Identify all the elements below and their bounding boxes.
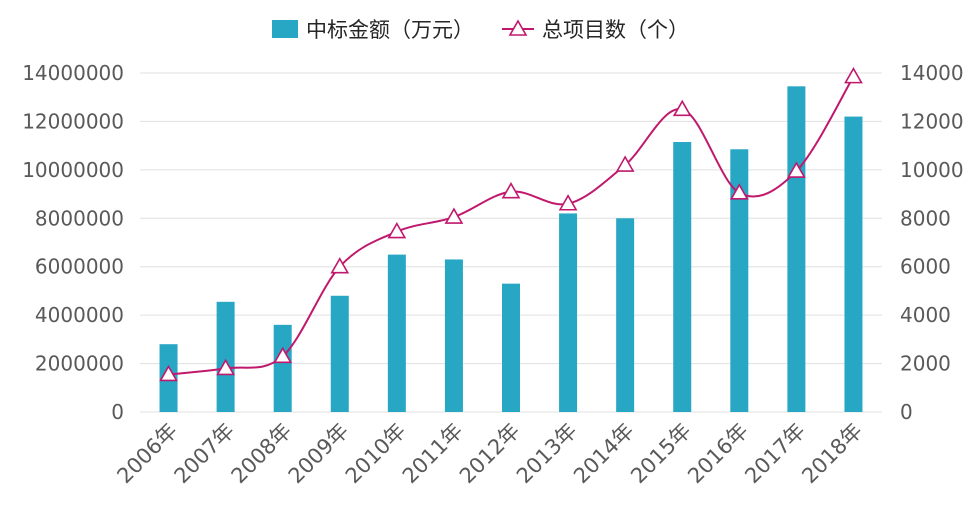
- left-tick-label: 2000000: [35, 352, 124, 376]
- left-tick-label: 4000000: [35, 303, 124, 327]
- line-marker: [787, 161, 806, 178]
- left-axis: 0 2000000 4000000 6000000 8000000 10000000 120…: [22, 61, 124, 424]
- left-tick-label: 6000000: [35, 255, 124, 279]
- bar: [730, 149, 749, 412]
- legend-bar-swatch: [272, 20, 298, 38]
- line-marker: [444, 207, 464, 224]
- right-tick-label: 0: [900, 400, 913, 424]
- right-tick-label: 2000: [900, 352, 951, 376]
- bar: [673, 142, 692, 412]
- x-tick-label: 2015年: [626, 419, 696, 489]
- x-tick-label: 2014年: [569, 419, 639, 489]
- x-tick-label: 2012年: [455, 419, 525, 489]
- legend-line-marker: [508, 19, 528, 36]
- right-axis: 0 2000 4000 6000 8000 10000 12000 14000: [900, 61, 964, 424]
- x-tick-label: 2016年: [683, 419, 753, 489]
- right-tick-label: 12000: [900, 109, 964, 133]
- line-marker: [558, 194, 578, 211]
- bar: [273, 324, 292, 412]
- bar: [787, 86, 806, 412]
- line-marker: [159, 364, 178, 382]
- right-tick-label: 4000: [900, 303, 951, 327]
- bar: [502, 283, 520, 412]
- line-marker: [330, 257, 350, 274]
- bar: [559, 213, 578, 412]
- x-tick-label: 2009年: [284, 419, 354, 489]
- left-tick-label: 8000000: [35, 206, 124, 230]
- legend: 中标金额（万元） 总项目数（个）: [272, 18, 689, 42]
- line-marker: [615, 155, 635, 172]
- bar: [216, 301, 235, 412]
- x-tick-label: 2006年: [112, 419, 182, 489]
- bar: [616, 218, 635, 412]
- right-tick-label: 14000: [900, 61, 964, 85]
- x-tick-label: 2010年: [341, 419, 411, 489]
- x-axis: 2006年2007年2008年2009年2010年2011年2012年2013年…: [112, 419, 867, 489]
- bar: [330, 295, 349, 412]
- bar: [444, 259, 463, 412]
- line-markers: [159, 67, 863, 382]
- left-tick-label: 0: [111, 400, 124, 424]
- line-marker: [844, 67, 863, 84]
- left-tick-label: 14000000: [22, 61, 124, 85]
- right-tick-label: 6000: [900, 255, 951, 279]
- line-marker: [387, 221, 407, 239]
- bar: [387, 254, 406, 412]
- right-tick-label: 8000: [900, 206, 951, 230]
- left-tick-label: 10000000: [22, 158, 124, 182]
- x-tick-label: 2008年: [227, 419, 297, 489]
- x-tick-label: 2018年: [797, 419, 867, 489]
- x-tick-label: 2007年: [170, 419, 240, 489]
- legend-line-label: 总项目数（个）: [542, 18, 689, 42]
- x-tick-label: 2013年: [512, 419, 582, 489]
- right-tick-label: 10000: [900, 158, 964, 182]
- left-tick-label: 12000000: [22, 109, 124, 133]
- line-marker: [273, 346, 293, 364]
- line-marker: [216, 358, 235, 376]
- line-marker: [672, 99, 692, 117]
- line-marker: [501, 182, 521, 199]
- legend-bar-label: 中标金额（万元）: [306, 18, 474, 42]
- x-tick-label: 2017年: [740, 419, 810, 489]
- line-marker: [729, 183, 749, 200]
- bar: [844, 116, 863, 412]
- x-tick-label: 2011年: [398, 419, 468, 489]
